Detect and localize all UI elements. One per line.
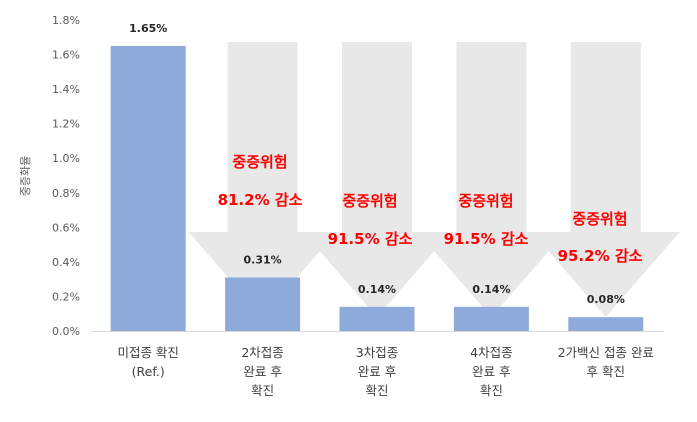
bar (453, 306, 529, 331)
reduction-arrow (303, 42, 451, 317)
annotation-value: 91.5% 감소 (444, 230, 529, 248)
arrows-layer (188, 42, 680, 317)
y-tick-label: 1.0% (52, 152, 80, 165)
labels-layer: 1.65% 0.31% 0.14% 0.14% 0.08% (129, 22, 625, 306)
category-label-line: 확진 (251, 383, 274, 398)
y-tick-label: 1.8% (52, 14, 80, 27)
y-tick-label: 0.8% (52, 187, 80, 200)
category-label: 미접종 확진 (Ref.) (117, 345, 178, 379)
y-axis: 0.0% 0.2% 0.4% 0.6% 0.8% 1.0% 1.2% 1.4% 1.6% 1.8%… (19, 14, 663, 338)
annotation-title: 중증위험 (458, 192, 513, 210)
y-tick-label: 1.2% (52, 118, 80, 131)
bar (225, 277, 301, 331)
y-tick-label: 0.2% (52, 290, 80, 303)
category-label-line: 후 확진 (587, 364, 625, 379)
data-label: 0.14% (472, 283, 510, 296)
reduction-arrow (188, 42, 337, 317)
reduction-arrow (531, 42, 680, 317)
y-tick-label: 1.6% (52, 49, 80, 62)
data-label: 0.14% (358, 283, 396, 296)
bar (339, 306, 415, 331)
bar (568, 317, 644, 331)
annotation-title: 중증위험 (232, 153, 287, 171)
annotation-title: 중증위험 (342, 192, 397, 210)
category-label-line: 완료 후 (472, 364, 510, 379)
category-label-line: 4차접종 (470, 345, 512, 360)
category-label-line: 2차접종 (241, 345, 283, 360)
category-label-line: 확진 (480, 383, 503, 398)
annotation-title: 중증위험 (572, 210, 627, 228)
category-label-line: 완료 후 (358, 364, 396, 379)
y-tick-label: 1.4% (52, 83, 80, 96)
category-label-line: (Ref.) (132, 364, 165, 379)
bars-layer (110, 45, 644, 332)
category-label-line: 3차접종 (356, 345, 398, 360)
y-tick-label: 0.6% (52, 221, 80, 234)
category-label-line: 미접종 확진 (117, 345, 178, 360)
y-tick-label: 0.4% (52, 256, 80, 269)
y-axis-title: 중증화율 (19, 156, 32, 196)
category-label-line: 확진 (365, 383, 388, 398)
category-label-line: 완료 후 (243, 364, 281, 379)
category-label-line: 2가백신 접종 완료 (558, 345, 654, 360)
bar (110, 45, 186, 332)
reduction-arrow (417, 42, 566, 317)
annotation-value: 91.5% 감소 (328, 230, 413, 248)
y-tick-label: 0.0% (52, 325, 80, 338)
data-label: 1.65% (129, 22, 167, 35)
annotation-value: 95.2% 감소 (558, 247, 643, 265)
data-label: 0.31% (244, 253, 282, 266)
annotation-value: 81.2% 감소 (218, 191, 303, 209)
data-label: 0.08% (587, 293, 625, 306)
